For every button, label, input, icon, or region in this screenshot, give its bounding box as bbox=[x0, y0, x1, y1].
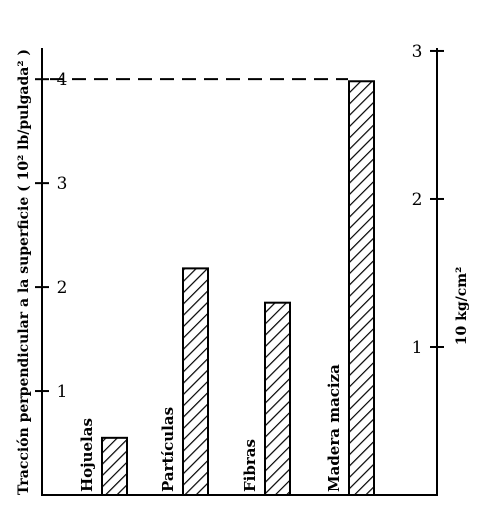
right-axis-label: 10 kg/cm² bbox=[454, 267, 470, 345]
category-label: Fibras bbox=[241, 439, 259, 492]
right-tick-label: 1 bbox=[412, 338, 423, 358]
category-label: Madera maciza bbox=[325, 364, 343, 492]
left-tick-label: 1 bbox=[57, 382, 68, 402]
left-axis-label: Tracción perpendicular a la superficie (… bbox=[16, 49, 32, 495]
bar bbox=[101, 436, 128, 497]
left-tick-label: 3 bbox=[57, 174, 68, 194]
bar bbox=[348, 80, 375, 497]
bar bbox=[264, 301, 291, 496]
bars bbox=[101, 80, 375, 497]
bar bbox=[182, 267, 209, 497]
category-label: Partículas bbox=[159, 407, 177, 492]
category-labels: Hojuelas Partículas Fibras Madera maciza bbox=[78, 364, 343, 492]
right-tick-label: 2 bbox=[412, 190, 423, 210]
right-axis-ticks: 1 2 3 bbox=[412, 42, 444, 358]
left-tick-label: 2 bbox=[57, 278, 68, 298]
right-tick-label: 3 bbox=[412, 42, 423, 62]
left-tick-label: 4 bbox=[57, 70, 68, 90]
left-axis-ticks: 1 2 3 4 bbox=[35, 70, 67, 402]
category-label: Hojuelas bbox=[78, 418, 96, 492]
